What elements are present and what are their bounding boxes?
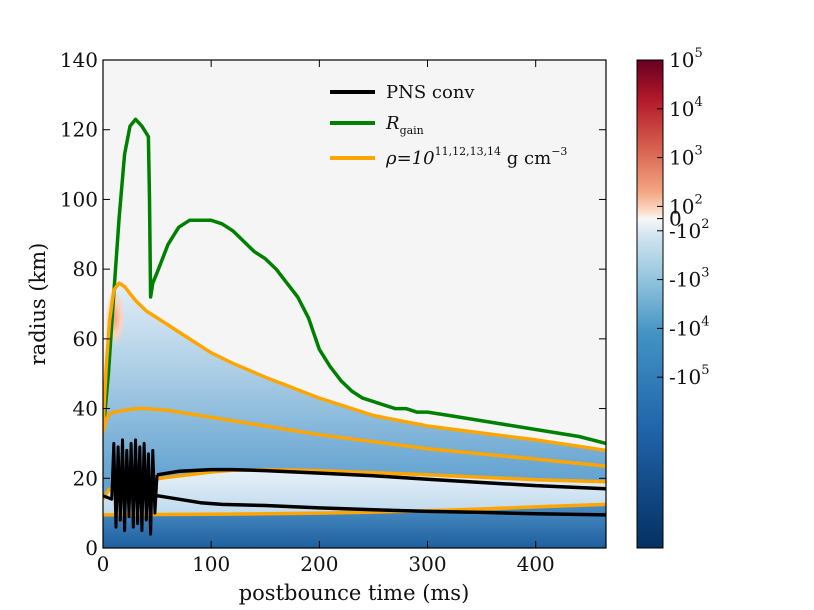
- y-tick-label: 100: [60, 187, 98, 211]
- colorbar: [636, 59, 664, 549]
- series-line-rho_1e14: [103, 502, 606, 517]
- series-line-PNS_conv_inner: [156, 493, 606, 517]
- legend-rho-base: ρ=10: [385, 148, 435, 169]
- series-line-rho_1e12: [103, 406, 606, 468]
- legend-gain-base: R: [385, 113, 400, 134]
- y-tick-label: 20: [73, 466, 98, 490]
- colorbar-label: 102: [669, 192, 703, 218]
- x-tick-label: 0: [97, 552, 110, 576]
- colorbar-label: 103: [669, 144, 703, 170]
- x-tick-label: 300: [408, 552, 446, 576]
- y-tick-label: 120: [60, 118, 98, 142]
- y-tick-label: 60: [73, 327, 98, 351]
- legend-label-rho: ρ=1011,12,13,14 g cm−3: [385, 145, 567, 169]
- plot-frame: [102, 59, 607, 549]
- legend-label-gain: Rgain: [385, 113, 424, 137]
- x-tick-label: 100: [192, 552, 230, 576]
- x-tick-label: 400: [517, 552, 555, 576]
- series-layer: [103, 117, 606, 536]
- series-line-PNS_conv_early: [103, 438, 159, 536]
- y-tick-label: 80: [73, 257, 98, 281]
- y-tick-label: 40: [73, 397, 98, 421]
- colorbar-label: 105: [669, 46, 703, 72]
- series-line-PNS_conv_outer: [156, 467, 606, 491]
- colorbar-label: -102: [669, 217, 710, 243]
- series-line-rho_1e11: [103, 281, 606, 453]
- legend-gain-sub: gain: [400, 124, 424, 137]
- y-tick-label: 140: [60, 48, 98, 72]
- colorbar-label: 104: [669, 95, 703, 121]
- legend-rho-suffix: g cm: [501, 148, 551, 169]
- legend-rho-sup: 11,12,13,14: [435, 145, 501, 158]
- x-tick-label: 200: [300, 552, 338, 576]
- y-tick-label: 0: [85, 536, 98, 560]
- legend: PNS conv Rgain ρ=1011,12,13,14 g cm−3: [330, 82, 567, 169]
- tick-layer: 0 100 200 300 400 0 20 40 60 80 100 120 140: [60, 48, 606, 576]
- legend-rho-suffix-sup: −3: [551, 145, 567, 158]
- series-line-R_gain: [103, 117, 606, 446]
- colorbar-label: -105: [669, 363, 710, 389]
- y-axis-label: radius (km): [26, 243, 50, 366]
- colorbar-label: -104: [669, 314, 710, 340]
- legend-label-pns: PNS conv: [386, 82, 475, 103]
- x-axis-label: postbounce time (ms): [239, 581, 470, 605]
- colorbar-label: 0: [669, 207, 682, 231]
- colorbar-label: -103: [669, 266, 710, 292]
